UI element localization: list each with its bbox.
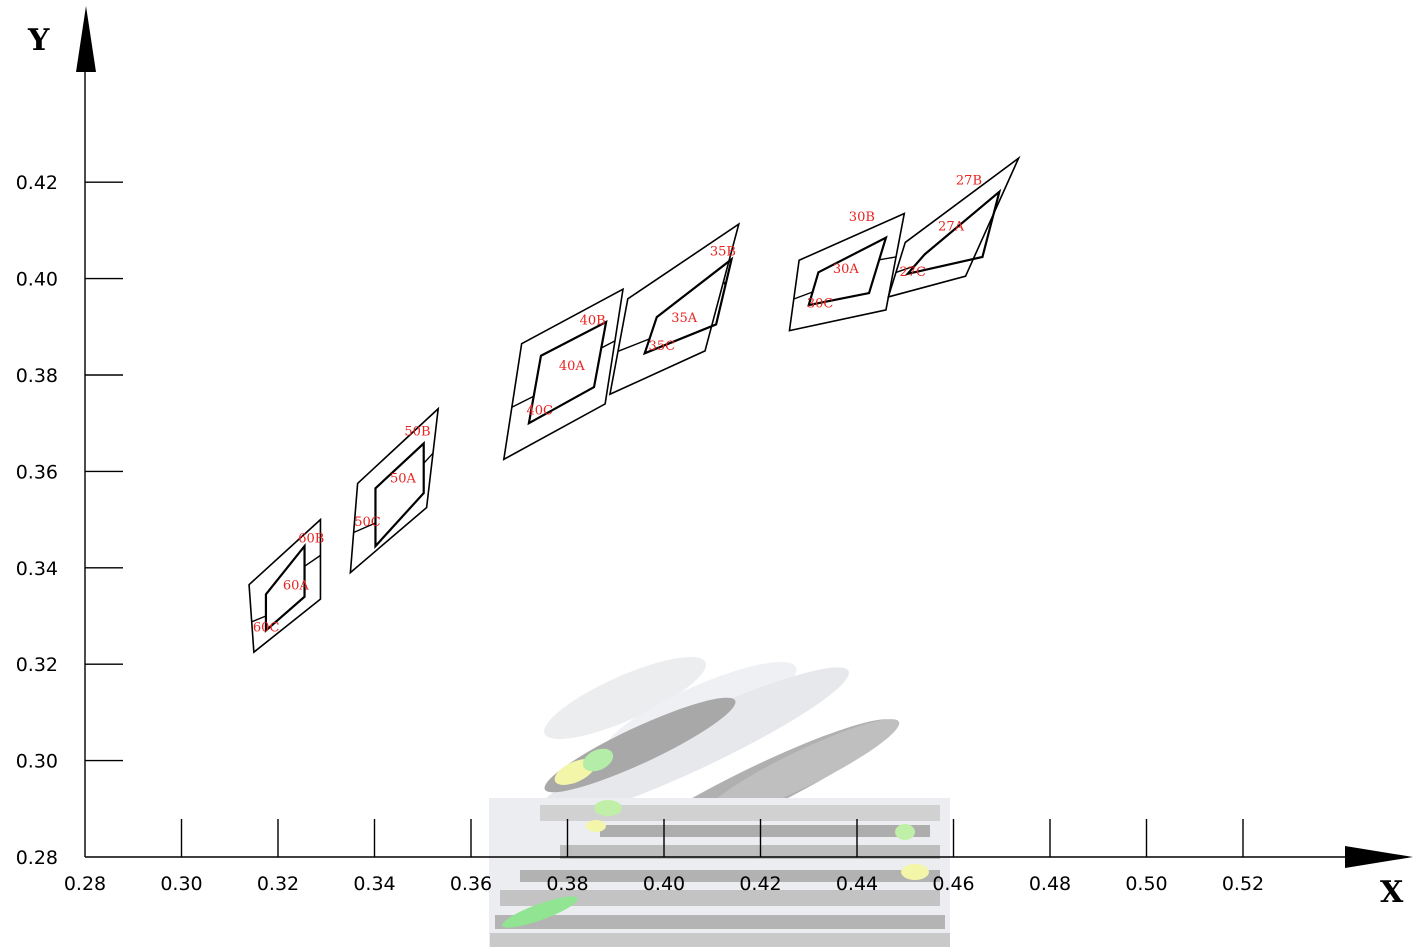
bin-outer-outline <box>608 222 741 396</box>
bin-label: 60B <box>298 532 324 547</box>
bin-label: 27A <box>938 219 965 234</box>
bin-divider <box>617 338 650 352</box>
texture-block <box>490 933 950 947</box>
x-tick-label: 0.32 <box>257 873 299 895</box>
bin-inner-outline <box>264 542 306 633</box>
bin-outer-outline <box>502 287 625 461</box>
bin-divider <box>304 554 321 567</box>
bin-group-35: 35A 35B 35C <box>608 222 741 396</box>
texture-blob <box>531 667 849 823</box>
bin-label: 35C <box>649 339 676 354</box>
x-ticks: 0.28 0.30 0.32 0.34 0.36 0.38 0.40 0.42 0.44 0.46… <box>64 819 1264 895</box>
bin-label: 40B <box>580 313 606 328</box>
x-tick-label: 0.46 <box>932 873 974 895</box>
bin-outer-outline <box>248 517 322 654</box>
bin-inner-outline <box>807 235 888 307</box>
bin-divider <box>423 452 434 464</box>
bin-group-30: 30A 30B 30C <box>788 210 906 332</box>
bin-divider <box>251 615 267 623</box>
y-axis-name: Y <box>27 23 50 58</box>
bin-outer-outline <box>788 212 906 332</box>
texture-block <box>540 805 940 821</box>
bin-label: 27B <box>956 174 982 189</box>
bin-group-60: 60A 60B 60C <box>248 517 324 654</box>
bin-label: 40A <box>559 359 586 374</box>
bin-label: 60A <box>283 578 310 593</box>
x-tick-label: 0.38 <box>546 873 588 895</box>
y-tick-label: 0.28 <box>16 847 58 869</box>
bin-groups: 60A60B60C50A50B50C40A40B40C35A35B35C30A3… <box>248 155 1021 654</box>
x-tick-label: 0.52 <box>1222 873 1264 895</box>
y-axis-arrow <box>76 6 96 72</box>
bin-label: 35A <box>671 311 698 326</box>
bin-divider <box>879 256 897 261</box>
bin-outer-outline <box>887 155 1021 299</box>
texture-block <box>560 845 940 859</box>
y-tick-label: 0.38 <box>16 365 58 387</box>
bin-label: 30B <box>849 210 875 225</box>
texture-blob <box>502 896 578 928</box>
texture-blob <box>594 800 622 816</box>
bin-divider <box>511 395 535 408</box>
x-tick-label: 0.28 <box>64 873 106 895</box>
texture-blob <box>700 719 900 821</box>
y-ticks: 0.28 0.30 0.32 0.34 0.36 0.38 0.40 0.42 <box>16 172 123 869</box>
bin-inner-outline <box>642 256 734 356</box>
y-tick-label: 0.42 <box>16 172 58 194</box>
texture-blob <box>544 656 706 740</box>
y-tick-label: 0.30 <box>16 751 58 773</box>
bin-label: 30A <box>833 262 860 277</box>
texture-block <box>500 890 940 906</box>
x-tick-label: 0.40 <box>643 873 685 895</box>
y-tick-label: 0.34 <box>16 558 58 580</box>
bin-group-50: 50A 50B 50C <box>349 406 440 575</box>
bin-inner-outline <box>374 440 425 549</box>
x-axis-arrow <box>1345 846 1413 868</box>
y-tick-label: 0.32 <box>16 654 58 676</box>
bin-inner-outline <box>904 188 1002 276</box>
texture-block <box>495 915 945 929</box>
bin-group-40: 40A 40B 40C <box>502 287 625 461</box>
texture-blob <box>586 820 606 832</box>
y-tick-label: 0.36 <box>16 461 58 483</box>
bin-label: 30C <box>807 297 834 312</box>
texture-blob <box>582 748 614 772</box>
x-tick-label: 0.36 <box>450 873 492 895</box>
bin-group-27: 27A 27B 27C <box>887 155 1021 299</box>
axes <box>84 60 1365 858</box>
texture-block <box>520 870 940 882</box>
bin-divider <box>353 522 376 534</box>
y-tick-label: 0.40 <box>16 269 58 291</box>
bin-divider <box>793 291 813 300</box>
bin-label: 50B <box>404 424 430 439</box>
bin-label: 50C <box>354 515 381 530</box>
bin-label: 40C <box>526 404 553 419</box>
x-tick-label: 0.34 <box>353 873 395 895</box>
texture-blob <box>895 824 915 840</box>
bin-inner-outline <box>527 319 608 426</box>
bin-divider <box>991 211 996 219</box>
x-tick-label: 0.42 <box>739 873 781 895</box>
bin-label: 35B <box>710 244 736 259</box>
x-tick-label: 0.48 <box>1029 873 1071 895</box>
x-axis-name: X <box>1380 875 1404 910</box>
bin-divider <box>600 340 616 349</box>
bin-label: 60C <box>253 620 280 635</box>
x-tick-label: 0.30 <box>160 873 202 895</box>
background-texture <box>489 656 950 947</box>
bin-divider <box>722 280 727 286</box>
bin-label: 50A <box>390 471 417 486</box>
bin-divider <box>895 265 915 274</box>
bin-outer-outline <box>349 406 440 575</box>
x-tick-label: 0.50 <box>1125 873 1167 895</box>
texture-blob <box>901 864 929 880</box>
bin-label: 27C <box>899 265 926 280</box>
x-tick-label: 0.44 <box>836 873 878 895</box>
texture-block <box>600 825 930 837</box>
